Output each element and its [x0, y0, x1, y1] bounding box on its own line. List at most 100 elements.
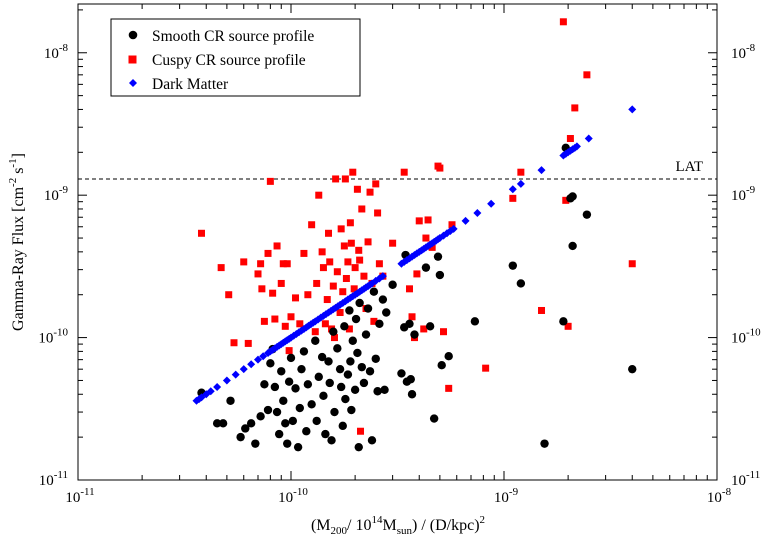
dark-matter-point: [473, 208, 482, 217]
cuspy-point: [319, 264, 327, 272]
cuspy-point: [424, 216, 432, 224]
dark-matter-point: [213, 382, 222, 391]
cuspy-point: [283, 260, 291, 268]
cuspy-point: [321, 320, 329, 328]
lat-label: LAT: [676, 159, 704, 175]
cuspy-point: [311, 328, 319, 336]
axis-ticks: [77, 4, 718, 481]
smooth-point: [345, 306, 354, 315]
smooth-point: [382, 308, 391, 317]
smooth-point: [319, 391, 328, 401]
cuspy-point: [329, 282, 337, 290]
cuspy-point: [351, 264, 359, 272]
legend-marker-smooth: [128, 30, 138, 40]
y-tick-label-right: 10-9: [731, 184, 756, 204]
smooth-point: [516, 279, 526, 288]
smooth-point: [312, 416, 321, 426]
x-tick-label: 10-10: [278, 486, 308, 506]
cuspy-point: [296, 320, 304, 328]
x-tick-label: 10-9: [494, 486, 519, 506]
smooth-point: [365, 367, 375, 376]
smooth-point: [256, 412, 265, 421]
cuspy-point: [538, 306, 546, 314]
smooth-point: [470, 317, 480, 326]
x-axis-label: (M200/ 1014Msun) / (D/kpc)2: [311, 514, 485, 537]
cuspy-point: [340, 242, 348, 250]
cuspy-point: [364, 238, 372, 246]
cuspy-point: [448, 221, 456, 229]
cuspy-point: [217, 264, 225, 272]
cuspy-point: [292, 294, 300, 302]
cuspy-point: [260, 317, 268, 325]
cuspy-point: [197, 229, 205, 237]
smooth-point: [351, 314, 361, 324]
cuspy-point: [339, 288, 347, 296]
cuspy-point: [266, 177, 274, 185]
cuspy-point: [336, 309, 344, 317]
y-tick-label: 10-9: [44, 184, 69, 204]
dark-matter-point: [516, 179, 525, 188]
cuspy-point: [358, 205, 366, 213]
smooth-point: [361, 330, 371, 339]
cuspy-point: [344, 258, 352, 266]
cuspy-point: [279, 260, 287, 268]
smooth-point: [251, 439, 260, 448]
cuspy-point: [315, 191, 323, 199]
smooth-point: [317, 352, 327, 362]
smooth-point: [375, 319, 384, 328]
smooth-point: [279, 396, 288, 405]
x-tick-label: 10-8: [707, 486, 732, 506]
smooth-point: [340, 322, 349, 331]
cuspy-point: [517, 168, 525, 176]
smooth-point: [284, 377, 294, 386]
y-tick-label-right: 10-11: [731, 469, 760, 489]
smooth-point: [346, 357, 355, 366]
y-tick-label: 10-8: [44, 42, 69, 62]
dark-matter-point: [405, 254, 414, 263]
smooth-point: [303, 380, 313, 389]
smooth-point: [354, 442, 363, 452]
smooth-point: [212, 419, 222, 428]
legend-marker-dark-matter: [129, 79, 137, 87]
cuspy-point: [366, 188, 374, 196]
smooth-point: [299, 347, 309, 356]
cuspy-point: [357, 427, 365, 435]
smooth-point: [373, 387, 382, 396]
smooth-point: [378, 295, 388, 304]
smooth-point: [437, 360, 446, 370]
cuspy-point: [400, 168, 408, 176]
smooth-point: [347, 405, 356, 415]
cuspy-point: [308, 221, 316, 229]
cuspy-point: [287, 313, 295, 321]
dark-matter-point: [508, 185, 517, 194]
cuspy-point: [374, 209, 382, 217]
smooth-point: [330, 407, 339, 417]
x-tick-label: 10-11: [65, 486, 94, 506]
cuspy-point: [333, 268, 341, 276]
cuspy-point: [428, 243, 436, 251]
cuspy-point: [277, 279, 285, 287]
cuspy-point: [583, 71, 591, 79]
cuspy-point: [257, 260, 265, 268]
cuspy-point: [360, 272, 368, 280]
legend: Smooth CR source profile Cuspy CR source…: [110, 18, 361, 97]
cuspy-point: [330, 334, 338, 342]
cuspy-point: [356, 256, 364, 264]
smooth-point: [311, 336, 320, 345]
cuspy-point: [304, 291, 312, 299]
cuspy-point: [342, 274, 350, 282]
cuspy-point: [509, 194, 517, 202]
dark-matter-point: [254, 355, 263, 364]
smooth-point: [260, 380, 269, 389]
smooth-point: [341, 394, 350, 404]
dark-matter-point: [247, 360, 256, 369]
cuspy-point: [273, 242, 281, 250]
smooth-point: [343, 370, 353, 379]
legend-label-dark-matter: Dark Matter: [152, 76, 229, 93]
dark-matter-point: [449, 224, 458, 233]
cuspy-point: [564, 322, 572, 330]
cuspy-point: [445, 384, 453, 392]
smooth-point: [405, 319, 414, 328]
cuspy-point: [244, 339, 252, 347]
